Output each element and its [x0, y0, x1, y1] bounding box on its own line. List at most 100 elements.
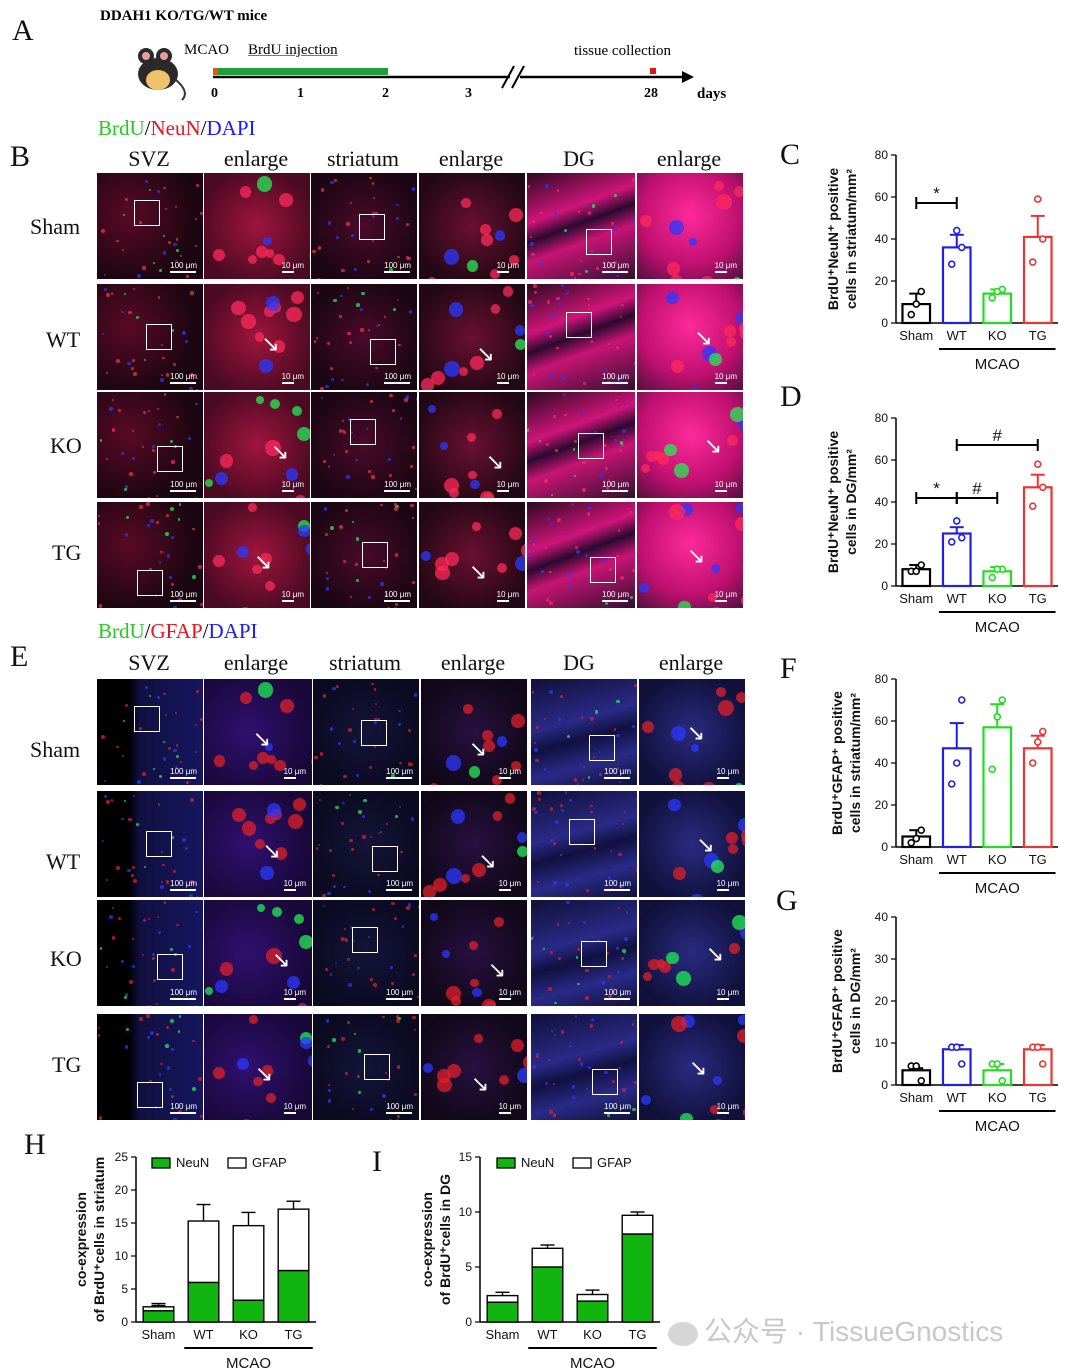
micrograph-neun-r3-c2: 100 μm [310, 501, 418, 609]
y-tick-label: 0 [881, 840, 888, 854]
y-tick-label: 20 [115, 1183, 129, 1197]
bar-ko [982, 726, 1013, 849]
col-header-enlarge: enlarge [223, 146, 289, 171]
data-point [1028, 759, 1037, 767]
panel-label-h: H [24, 1128, 46, 1161]
bar-ko [982, 1069, 1013, 1087]
scale-bar: 10 μm [496, 590, 519, 602]
data-point [1028, 258, 1037, 266]
x-tick-label-ko: KO [988, 328, 1007, 343]
y-tick-label: 20 [875, 994, 889, 1008]
bar-gfap-sham [142, 1306, 175, 1312]
micrograph-neun-r0-c3: 10 μm [418, 172, 526, 280]
legend-swatch-neun [496, 1157, 516, 1169]
micrograph-gfap-r2-c4: 100 μm [530, 899, 638, 1007]
legend-label-gfap: GFAP [597, 1155, 632, 1170]
x-tick-label-sham: Sham [899, 328, 933, 343]
data-point [957, 533, 966, 542]
data-point [912, 1062, 921, 1070]
micrograph-gfap-r3-c4: 100 μm [530, 1013, 638, 1121]
group-label-mcao: MCAO [975, 356, 1020, 373]
micrograph-gfap-r1-c3: ↘ 10 μm [420, 790, 528, 898]
x-tick-label-tg: TG [1029, 852, 1047, 867]
bar-neun-tg [277, 1269, 310, 1323]
region-box [586, 229, 613, 256]
region-box [589, 557, 616, 584]
row-label-wt: WT [46, 849, 81, 874]
data-point [1038, 727, 1047, 736]
y-tick-label: 5 [121, 1282, 128, 1296]
scale-bar: 10 μm [283, 988, 306, 1000]
data-point [952, 759, 961, 767]
scale-bar: 10 μm [714, 372, 737, 384]
scale-bar: 100 μm [386, 988, 413, 1000]
micrograph-gfap-r3-c2: 100 μm [312, 1013, 420, 1121]
y-tick-label: 5 [465, 1260, 472, 1274]
col-header-enlarge: enlarge [656, 146, 722, 171]
panel-label-a: A [12, 14, 34, 47]
mouse-icon [138, 48, 186, 101]
scale-bar: 10 μm [498, 767, 521, 779]
x-tick-label-ko: KO [988, 1090, 1007, 1105]
panel-label-f: F [780, 652, 797, 685]
data-point [1028, 502, 1037, 511]
micrograph-gfap-r1-c1: ↘ 10 μm [203, 790, 313, 898]
data-point [1033, 195, 1042, 203]
scale-bar: 100 μm [604, 767, 631, 779]
y-axis-label: of BrdU⁺cells in DG [437, 1174, 453, 1305]
micrograph-gfap-r3-c0: 100 μm [96, 1013, 204, 1121]
timeline-title: DDAH1 KO/TG/WT mice [100, 8, 268, 24]
arrow-icon: ↘ [686, 721, 706, 747]
data-point [993, 1060, 1002, 1068]
region-box [137, 569, 164, 596]
micrograph-gfap-r0-c5: ↘ 10 μm [638, 678, 746, 786]
y-tick-label: 60 [875, 714, 889, 728]
y-tick-label: 20 [875, 798, 889, 812]
micrograph-neun-r2-c2: 100 μm [310, 391, 418, 499]
data-point [988, 293, 997, 302]
data-point [957, 243, 966, 252]
data-point [917, 1077, 926, 1085]
data-point [988, 765, 997, 774]
data-point [1033, 738, 1042, 746]
scale-bar: 100 μm [170, 879, 197, 891]
arrow-icon: ↘ [468, 737, 488, 763]
data-point [912, 300, 921, 308]
bar-neun-ko [576, 1300, 609, 1323]
wechat-icon [668, 1321, 698, 1346]
micrograph-gfap-r0-c2: 100 μm [312, 678, 420, 786]
scale-bar: 100 μm [602, 372, 629, 384]
region-box [350, 418, 377, 445]
data-point [998, 696, 1007, 704]
scale-bar: 10 μm [498, 1102, 521, 1114]
arrow-icon: ↘ [485, 450, 505, 476]
data-point [988, 573, 997, 582]
y-axis-label: co-expression [73, 1192, 89, 1287]
data-point [917, 826, 926, 835]
x-tick-label-wt: WT [947, 1090, 967, 1105]
micrograph-neun-r1-c1: ↘ 10 μm [203, 283, 311, 391]
data-point [998, 1077, 1007, 1085]
y-axis-label: co-expression [419, 1192, 435, 1287]
micrograph-gfap-r1-c4: 100 μm [530, 790, 638, 898]
x-tick-label-wt: WT [947, 852, 967, 867]
bar-ko [982, 570, 1013, 588]
scale-bar: 10 μm [283, 1102, 306, 1114]
legend-swatch-gfap [572, 1157, 592, 1169]
data-point [907, 838, 916, 847]
arrow-icon: ↘ [696, 833, 715, 859]
x-tick-label-sham: Sham [899, 1090, 933, 1105]
bar-neun-sham [486, 1301, 519, 1323]
bar-ko [982, 292, 1013, 325]
scale-bar: 100 μm [170, 767, 197, 779]
arrow-icon: ↘ [470, 1072, 490, 1098]
panel-label-b: B [10, 140, 31, 173]
panel-label-e: E [10, 640, 29, 673]
scale-bar: 10 μm [714, 480, 737, 492]
bar-gfap-tg [277, 1208, 310, 1272]
tissue-collection-label: tissue collection [574, 43, 672, 59]
micrograph-neun-r0-c0: 100 μm [96, 172, 204, 280]
bar-tg [1022, 1048, 1053, 1087]
micrograph-neun-r1-c5: ↘ 10 μm [636, 283, 744, 391]
